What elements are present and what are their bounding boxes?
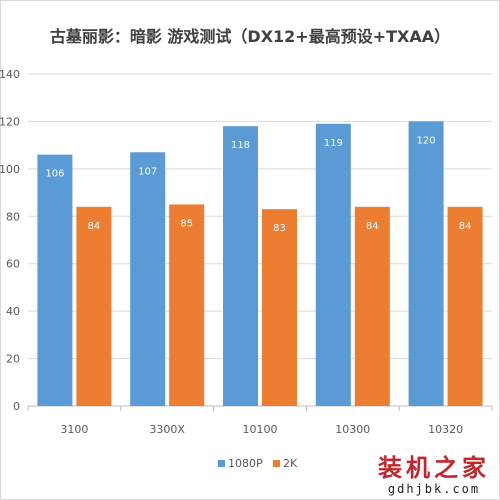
x-tick-label: 3100 bbox=[60, 423, 88, 436]
x-tick-label: 3300X bbox=[149, 423, 185, 436]
bar-1080p-3300x bbox=[130, 152, 166, 406]
y-tick-label: 20 bbox=[6, 353, 20, 366]
bar-2k-10100 bbox=[262, 209, 297, 406]
bar-1080p-10300 bbox=[315, 123, 351, 407]
data-label: 84 bbox=[459, 221, 472, 232]
y-tick-label: 140 bbox=[0, 68, 20, 81]
data-label: 107 bbox=[138, 166, 157, 177]
chart-title: 古墓丽影：暗影 游戏测试（DX12+最高预设+TXAA） bbox=[50, 27, 450, 46]
y-tick-label: 40 bbox=[6, 305, 20, 318]
data-label: 106 bbox=[45, 169, 64, 180]
bar-2k-10320 bbox=[447, 206, 483, 406]
data-label: 118 bbox=[231, 140, 250, 151]
data-label: 119 bbox=[324, 138, 343, 149]
legend-label: 1080P bbox=[228, 457, 263, 470]
bar-2k-10300 bbox=[354, 206, 390, 406]
legend-swatch bbox=[273, 460, 280, 467]
y-tick-label: 120 bbox=[0, 115, 20, 128]
data-label: 84 bbox=[88, 221, 101, 232]
legend: 1080P 2K bbox=[218, 457, 298, 470]
axes: 0 20 40 60 80 100 120 140 3100 3300X 10100 10300 103… bbox=[0, 68, 493, 436]
data-label: 120 bbox=[417, 135, 436, 146]
data-label: 83 bbox=[273, 223, 286, 234]
bars bbox=[37, 121, 483, 407]
watermark-url: gdhjbk.com bbox=[387, 482, 481, 496]
y-tick-label: 60 bbox=[6, 258, 20, 271]
legend-label: 2K bbox=[283, 457, 298, 470]
bar-2k-3100 bbox=[76, 206, 112, 406]
data-label: 85 bbox=[180, 218, 193, 229]
legend-swatch bbox=[218, 460, 225, 467]
y-tick-label: 80 bbox=[6, 210, 20, 223]
bar-2k-3300x bbox=[169, 204, 205, 406]
bar-1080p-10320 bbox=[408, 121, 444, 406]
data-label: 84 bbox=[366, 221, 379, 232]
site-watermark: 装机之家 gdhjbk.com bbox=[374, 452, 494, 498]
x-tick-label: 10100 bbox=[243, 423, 278, 436]
x-tick-label: 10300 bbox=[335, 423, 370, 436]
bar-1080p-10100 bbox=[223, 126, 258, 407]
y-tick-label: 0 bbox=[13, 400, 20, 413]
bar-1080p-3100 bbox=[37, 154, 73, 406]
x-tick-label: 10320 bbox=[428, 423, 463, 436]
watermark-logo-text: 装机之家 bbox=[378, 453, 490, 482]
data-labels: 106 84 107 85 118 83 119 84 120 84 bbox=[45, 135, 471, 234]
y-tick-label: 100 bbox=[0, 163, 20, 176]
